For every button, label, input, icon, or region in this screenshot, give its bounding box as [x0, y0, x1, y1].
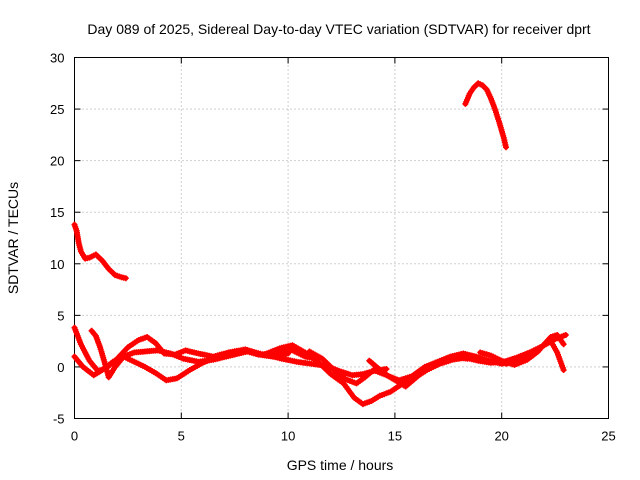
series-arc-d: [263, 332, 569, 408]
y-tick-label: 15: [50, 205, 64, 220]
series-satellite-arc-early: [71, 221, 129, 282]
series-satellite-arc-high: [462, 80, 509, 151]
x-tick-label: 25: [601, 429, 615, 444]
y-tick-label: -5: [53, 412, 65, 427]
x-tick-label: 5: [178, 429, 185, 444]
series-arc-h: [503, 332, 567, 367]
y-tick-label: 20: [50, 154, 64, 169]
series-markers: [503, 332, 567, 367]
plot-frame: [74, 57, 609, 419]
data-series: [71, 80, 569, 408]
series-arc-c: [88, 327, 390, 381]
grid: [74, 57, 609, 419]
series-arc-f: [366, 354, 471, 390]
x-tick-label: 10: [281, 429, 295, 444]
series-markers: [88, 327, 390, 381]
y-axis-label: SDTVAR / TECUs: [5, 182, 21, 294]
series-markers: [462, 80, 509, 151]
y-tick-label: 25: [50, 102, 64, 117]
series-markers: [71, 221, 129, 282]
x-axis: 0 5 10 15 20 25: [71, 57, 616, 444]
y-tick-label: 30: [50, 51, 64, 66]
chart-title: Day 089 of 2025, Sidereal Day-to-day VTE…: [87, 21, 590, 37]
x-axis-label: GPS time / hours: [287, 457, 394, 473]
series-markers: [366, 354, 471, 390]
y-tick-label: 0: [57, 360, 64, 375]
series-markers: [263, 332, 569, 408]
x-tick-label: 15: [388, 429, 402, 444]
series-line: [264, 332, 569, 407]
x-tick-label: 0: [71, 429, 78, 444]
y-tick-label: 10: [50, 257, 64, 272]
x-tick-label: 20: [494, 429, 508, 444]
y-tick-label: 5: [57, 308, 64, 323]
y-axis: -5 0 5 10 15 20 25 30: [50, 51, 609, 427]
